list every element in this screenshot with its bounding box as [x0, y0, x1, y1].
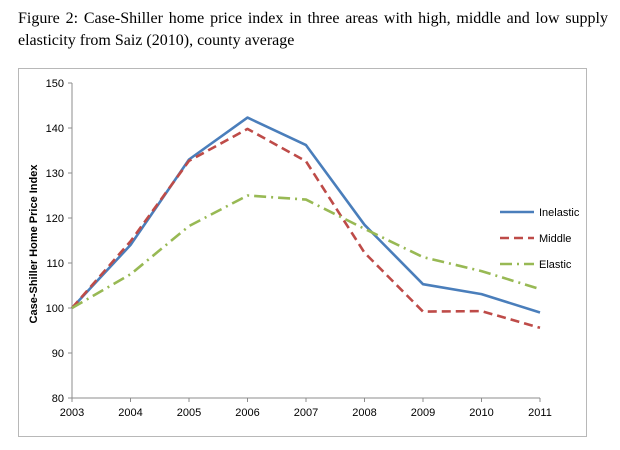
data-point-middle [363, 251, 365, 253]
x-tick-label: 2011 [528, 407, 552, 419]
legend-label-elastic: Elastic [539, 259, 572, 271]
data-point-inelastic [480, 293, 482, 295]
data-point-elastic [480, 270, 482, 272]
data-point-elastic [422, 256, 424, 258]
data-point-elastic [539, 288, 541, 290]
figure-caption: Figure 2: Case-Shiller home price index … [18, 10, 608, 49]
data-point-elastic [188, 225, 190, 227]
data-point-middle [129, 240, 131, 242]
x-tick-label: 2003 [60, 407, 84, 419]
data-point-elastic [129, 273, 131, 275]
axes: 80 90 100 110 120 130 140 150 2003 2004 2005 2006 20… [46, 78, 552, 419]
data-point-middle [422, 310, 424, 312]
x-tick-label: 2007 [294, 407, 318, 419]
x-tick-label: 2010 [469, 407, 493, 419]
legend: Inelastic Middle Elastic [500, 207, 580, 271]
data-point-elastic [246, 194, 248, 196]
y-axis-title-group: Case-Shiller Home Price Index [28, 164, 40, 324]
data-point-elastic [71, 307, 73, 309]
y-tick-label: 110 [46, 258, 64, 270]
data-point-middle [246, 128, 248, 130]
series-line-inelastic [71, 116, 541, 314]
series-line-elastic [71, 194, 541, 310]
y-tick-label: 100 [46, 303, 64, 315]
data-point-middle [305, 160, 307, 162]
legend-label-middle: Middle [539, 233, 571, 245]
y-tick-label: 80 [52, 393, 64, 405]
data-point-middle [188, 160, 190, 162]
data-point-middle [480, 310, 482, 312]
data-point-inelastic [422, 283, 424, 285]
series-line-middle [71, 127, 541, 330]
data-point-inelastic [363, 224, 365, 226]
legend-label-inelastic: Inelastic [539, 207, 580, 219]
y-tick-label: 150 [46, 78, 64, 90]
x-tick-label: 2005 [177, 407, 201, 419]
data-point-elastic [305, 198, 307, 200]
x-tick-label: 2008 [352, 407, 376, 419]
y-tick-label: 120 [46, 213, 64, 225]
y-axis-title: Case-Shiller Home Price Index [28, 164, 40, 324]
x-tick-label: 2004 [118, 407, 142, 419]
y-tick-label: 130 [46, 168, 64, 180]
chart-frame [18, 68, 587, 437]
x-tick-label: 2006 [235, 407, 259, 419]
data-point-inelastic [305, 144, 307, 146]
data-point-elastic [363, 228, 365, 230]
data-point-middle [539, 327, 541, 329]
data-point-inelastic [246, 116, 248, 118]
data-point-inelastic [539, 311, 541, 313]
y-tick-label: 90 [52, 348, 64, 360]
y-tick-label: 140 [46, 123, 64, 135]
series-lines [71, 116, 541, 330]
x-tick-label: 2009 [411, 407, 435, 419]
